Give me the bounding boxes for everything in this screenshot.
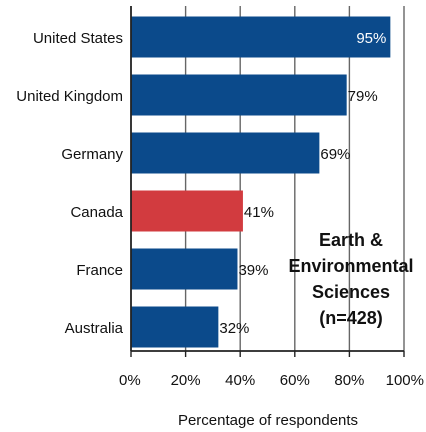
annotation-line: (n=428) <box>319 308 383 328</box>
label-layer: United States 95% United Kingdom 79% Germany… <box>16 30 424 429</box>
x-tick-label: 100% <box>386 372 424 389</box>
category-label: United Kingdom <box>16 88 123 105</box>
category-label: Australia <box>65 320 124 337</box>
bar <box>131 16 391 58</box>
category-label: United States <box>33 30 123 47</box>
bar-value-label: 69% <box>320 146 350 163</box>
bar-layer <box>131 16 391 348</box>
bar-value-label: 79% <box>348 88 378 105</box>
annotation-line: Sciences <box>312 282 390 302</box>
bar <box>131 306 219 348</box>
x-tick-label: 0% <box>119 372 141 389</box>
annotation-line: Environmental <box>288 256 413 276</box>
category-label: France <box>76 262 123 279</box>
bar-value-label: 41% <box>244 204 274 221</box>
grid-layer <box>184 6 405 351</box>
x-tick-label: 20% <box>171 372 201 389</box>
x-tick-label: 80% <box>334 372 364 389</box>
category-label: Canada <box>70 204 123 221</box>
bar-value-label: 39% <box>238 262 268 279</box>
bar <box>131 132 320 174</box>
axis-layer <box>130 6 405 357</box>
bar-value-label: 32% <box>219 320 249 337</box>
x-tick-label: 60% <box>280 372 310 389</box>
category-label: Germany <box>61 146 123 163</box>
x-axis-title: Percentage of respondents <box>178 412 358 429</box>
annotation-line: Earth & <box>319 230 383 250</box>
bar-value-label: 95% <box>356 30 386 47</box>
bar <box>131 248 238 290</box>
x-tick-label: 40% <box>225 372 255 389</box>
bar <box>131 190 243 232</box>
bar <box>131 74 347 116</box>
